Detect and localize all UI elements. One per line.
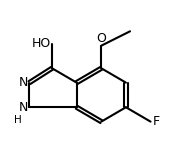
Text: O: O (96, 32, 106, 45)
Text: HO: HO (32, 37, 51, 50)
Text: N: N (18, 76, 28, 89)
Text: F: F (153, 115, 160, 128)
Text: N: N (18, 101, 28, 114)
Text: H: H (14, 115, 22, 126)
